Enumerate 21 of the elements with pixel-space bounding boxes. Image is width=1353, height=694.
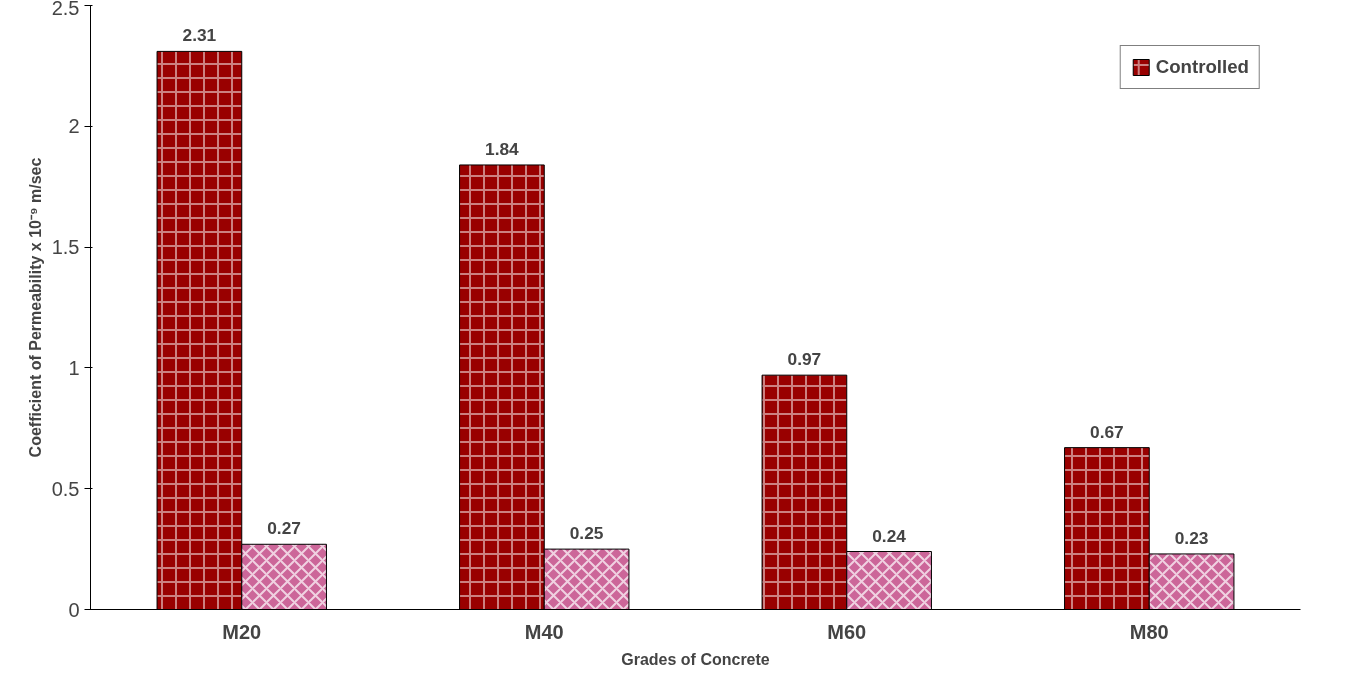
x-tick-label: M20 [222, 620, 262, 643]
data-label: 0.97 [787, 349, 822, 370]
data-label: 2.31 [182, 25, 217, 46]
y-tick-label: 0 [68, 598, 80, 621]
data-label: 1.84 [485, 138, 520, 159]
y-tick-label: 1 [68, 356, 80, 379]
data-label: 0.67 [1090, 421, 1124, 442]
data-label: 0.23 [1174, 527, 1209, 548]
y-tick-label: 1.5 [51, 236, 80, 259]
data-label: 0.27 [267, 518, 301, 539]
y-tick-label: 0.5 [51, 477, 80, 500]
x-tick-label: M80 [1129, 620, 1169, 643]
y-axis-title: Coefficient of Permeability x 10⁻⁹ m/sec [26, 157, 44, 458]
legend-label: Controlled [1155, 56, 1249, 78]
x-axis-title: Grades of Concrete [621, 650, 770, 668]
x-tick-label: M60 [827, 620, 867, 643]
data-label: 0.25 [569, 523, 604, 544]
y-tick-label: 2.5 [51, 0, 80, 19]
y-tick-label: 2 [68, 115, 80, 138]
x-tick-label: M40 [524, 620, 564, 643]
data-label: 0.24 [872, 525, 907, 546]
